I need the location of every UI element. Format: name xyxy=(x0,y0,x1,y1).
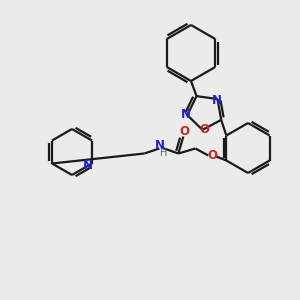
Text: O: O xyxy=(207,149,217,162)
Text: O: O xyxy=(200,123,209,136)
Text: N: N xyxy=(212,94,221,106)
Text: O: O xyxy=(179,125,189,138)
Text: H: H xyxy=(160,148,167,158)
Text: N: N xyxy=(83,159,93,172)
Text: N: N xyxy=(181,108,191,121)
Text: N: N xyxy=(155,139,165,152)
